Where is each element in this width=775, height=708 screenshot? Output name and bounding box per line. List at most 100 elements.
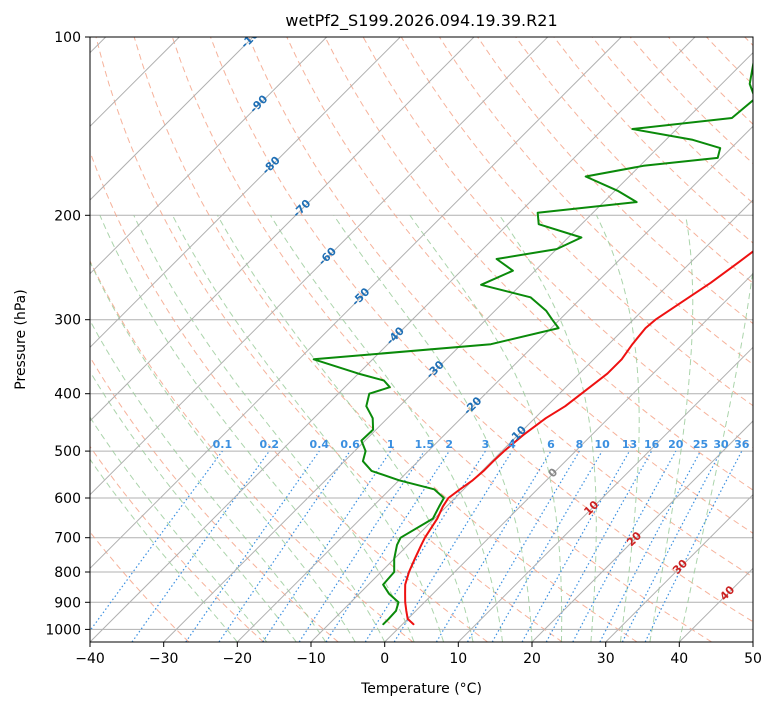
y-tick-label: 300 (54, 313, 81, 329)
dry-adiabat (90, 259, 414, 642)
mixing-ratio-label: 0.4 (310, 438, 330, 451)
mixing-ratio-label: 4 (508, 438, 516, 451)
moist-adiabat (333, 215, 533, 642)
mixing-ratio-label: 13 (622, 438, 637, 451)
dry-adiabat (286, 37, 753, 534)
mixing-ratio-label: 1 (387, 438, 395, 451)
x-axis-ticks: −40 −30 −20 −10 0 10 20 30 40 50 (75, 642, 762, 667)
moist-adiabat (90, 370, 297, 642)
mixing-ratio-line (185, 450, 320, 642)
mixing-ratio-line (262, 450, 392, 642)
y-tick-label: 500 (54, 444, 81, 460)
dry-adiabat (324, 37, 753, 491)
plot-frame (89, 36, 754, 643)
mixing-ratio-label: 1.5 (415, 438, 435, 451)
moist-adiabat (90, 416, 268, 642)
mixing-ratio-line (325, 450, 450, 642)
moist-adiabat (270, 215, 503, 642)
isotherm-line (310, 199, 753, 642)
moist-adiabat (596, 215, 640, 642)
isotherm-line (384, 272, 753, 642)
isotherm-line (90, 37, 622, 570)
dry-adiabat (90, 445, 264, 642)
moist-adiabat (90, 458, 238, 642)
isotherms (90, 37, 753, 642)
y-axis-label: Pressure (hPa) (13, 289, 29, 389)
moist-adiabat (409, 215, 563, 642)
mixing-ratio-line (521, 450, 631, 642)
y-tick-label: 1000 (45, 622, 81, 638)
x-tick-label: −10 (296, 651, 326, 667)
x-tick-label: 20 (523, 651, 541, 667)
isotherm-line (90, 37, 696, 642)
moist-adiabat (90, 260, 356, 642)
y-tick-label: 800 (54, 565, 81, 581)
isotherm-line (531, 420, 753, 642)
mixing-ratio-label: 0.2 (260, 438, 280, 451)
mixing-ratio-label: 0.6 (340, 438, 360, 451)
moist-adiabat (217, 215, 474, 642)
y-axis-ticks: 100 200 300 400 500 600 700 800 900 1000 (45, 30, 90, 638)
x-tick-label: 50 (744, 651, 762, 667)
mixing-ratio-label: 16 (644, 438, 660, 451)
mixing-ratio-line (644, 450, 743, 642)
mixing-ratio-line (393, 450, 513, 642)
dewpoint-trace (312, 60, 753, 626)
mixing-ratio-lines (90, 450, 743, 642)
mixing-ratio-label: 10 (594, 438, 610, 451)
moist-adiabat (90, 319, 327, 642)
mixing-ratio-line (218, 450, 351, 642)
isotherm-line (90, 37, 475, 422)
moist-adiabat (99, 215, 386, 642)
x-axis-label: Temperature (°C) (360, 681, 482, 697)
dry-adiabat (248, 37, 753, 578)
x-tick-label: 30 (597, 651, 615, 667)
dry-adiabat (133, 37, 638, 642)
x-tick-label: −20 (223, 651, 253, 667)
mixing-ratio-label: 30 (713, 438, 729, 451)
isotherm-line (90, 37, 401, 349)
mixing-ratio-line (572, 450, 677, 642)
isotherm-line (457, 346, 753, 642)
moist-adiabat (678, 265, 753, 642)
dry-adiabat (210, 37, 753, 623)
y-tick-label: 200 (54, 208, 81, 224)
dry-adiabat (90, 356, 339, 642)
mixing-ratio-line (298, 450, 425, 642)
y-tick-label: 100 (54, 30, 81, 46)
moist-adiabat (172, 215, 445, 642)
mixing-ratio-line (545, 450, 653, 642)
y-tick-label: 600 (54, 491, 81, 507)
mixing-ratio-line (131, 450, 270, 642)
mixing-ratio-line (90, 450, 223, 632)
isotherm-line (163, 51, 753, 642)
isotherm-line (90, 37, 549, 496)
moist-adiabats (90, 215, 753, 642)
y-tick-label: 400 (54, 387, 81, 403)
mixing-ratio-label: 6 (547, 438, 555, 451)
moist-adiabat (649, 215, 694, 642)
dry-adiabat (171, 37, 712, 642)
sounding-series (312, 60, 753, 626)
dry-adiabat (515, 37, 753, 284)
mixing-ratio-label: 3 (482, 438, 490, 451)
y-tick-label: 900 (54, 595, 81, 611)
x-tick-label: −30 (149, 651, 179, 667)
chart-title: wetPf2_S199.2026.094.19.39.R21 (285, 11, 557, 31)
isotherm-line (236, 125, 753, 642)
isotherm-line (90, 37, 328, 275)
dry-adiabats (90, 37, 753, 642)
pressure-gridlines (90, 37, 753, 630)
temperature-trace (404, 250, 753, 626)
dry-adiabat (95, 37, 563, 642)
mixing-ratio-label: 25 (693, 438, 708, 451)
isotherm-line (605, 493, 753, 642)
x-tick-label: 0 (380, 651, 389, 667)
isotherm-line (90, 37, 254, 201)
mixing-ratio-label: 0.1 (213, 438, 233, 451)
y-tick-label: 700 (54, 531, 81, 547)
mixing-ratio-label: 8 (576, 438, 584, 451)
mixing-ratio-label: 36 (734, 438, 750, 451)
mixing-ratio-label: 2 (445, 438, 453, 451)
